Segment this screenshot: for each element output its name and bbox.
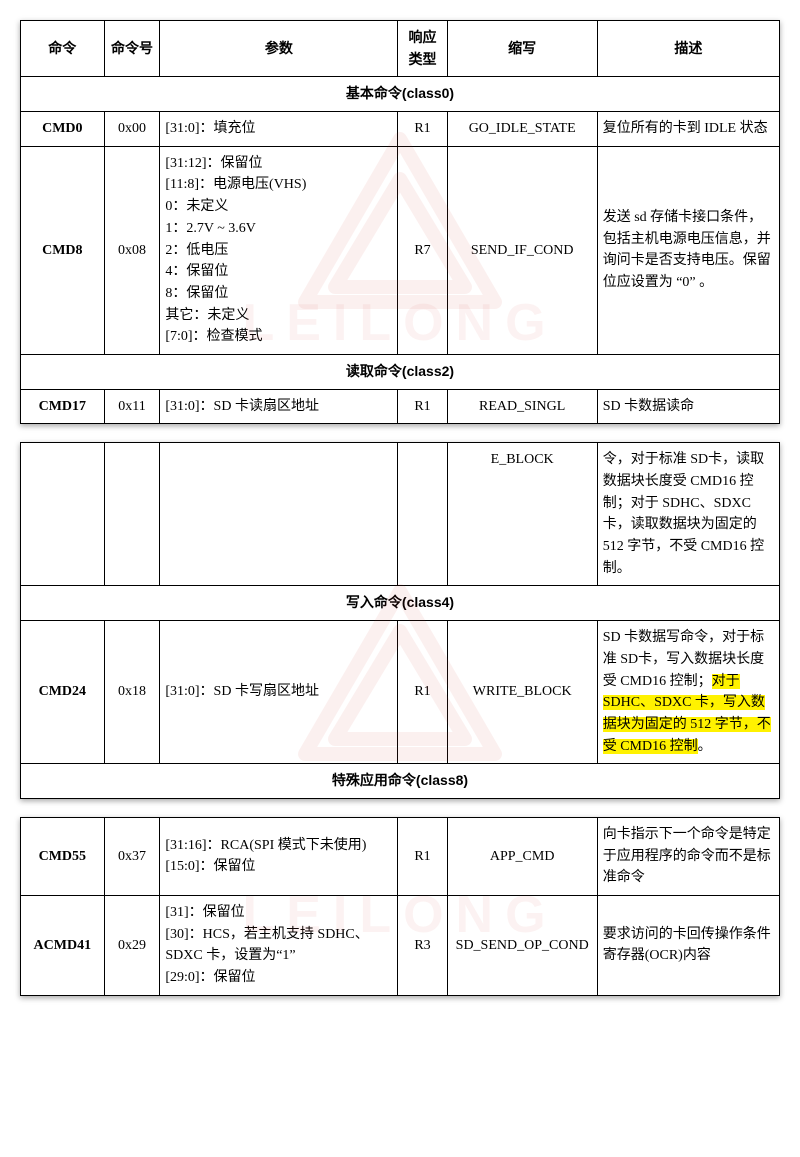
cmd-name: CMD17 — [21, 389, 105, 424]
cmd-resp: R1 — [398, 817, 447, 895]
sd-command-table-3: CMD55 0x37 [31:16]：RCA(SPI 模式下未使用) [15:0… — [20, 817, 780, 996]
row-cmd55: CMD55 0x37 [31:16]：RCA(SPI 模式下未使用) [15:0… — [21, 817, 780, 895]
cmd-resp: R1 — [398, 112, 447, 147]
param-line: 0：未定义 — [165, 196, 392, 218]
th-num: 命令号 — [104, 21, 160, 77]
cmd-desc: 要求访问的卡回传操作条件寄存器(OCR)内容 — [597, 896, 779, 996]
cmd-params: [31]：保留位 [30]：HCS，若主机支持 SDHC、SDXC 卡，设置为“… — [160, 896, 398, 996]
cmd-name: CMD8 — [21, 146, 105, 354]
cmd-name: CMD24 — [21, 621, 105, 764]
cmd-abbr: READ_SINGL — [447, 389, 597, 424]
cmd-name: CMD55 — [21, 817, 105, 895]
param-line: [31:12]：保留位 — [165, 153, 392, 175]
sd-command-table-1: 命令 命令号 参数 响应类型 缩写 描述 基本命令(class0) CMD0 0… — [20, 20, 780, 424]
row-cmd24: CMD24 0x18 [31:0]：SD 卡写扇区地址 R1 WRITE_BLO… — [21, 621, 780, 764]
param-line: [31]：保留位 — [165, 902, 392, 924]
cmd-num: 0x37 — [104, 817, 160, 895]
param-line: [11:8]：电源电压(VHS) — [165, 174, 392, 196]
th-params: 参数 — [160, 21, 398, 77]
cmd-params: [31:0]：SD 卡读扇区地址 — [160, 389, 398, 424]
table-block-3: LEILONG CMD55 0x37 [31:16]：RCA(SPI 模式下未使… — [20, 817, 780, 996]
section-class0: 基本命令(class0) — [21, 77, 780, 112]
cmd-abbr: WRITE_BLOCK — [447, 621, 597, 764]
row-acmd41: ACMD41 0x29 [31]：保留位 [30]：HCS，若主机支持 SDHC… — [21, 896, 780, 996]
sd-command-table-2: E_BLOCK 令，对于标准 SD卡，读取数据块长度受 CMD16 控制；对于 … — [20, 442, 780, 799]
desc-part: SD 卡数据写命令，对于标准 SD卡，写入数据块长度受 CMD16 控制； — [603, 630, 764, 688]
cmd-params: [31:16]：RCA(SPI 模式下未使用) [15:0]：保留位 — [160, 817, 398, 895]
th-abbr: 缩写 — [447, 21, 597, 77]
row-cmd8: CMD8 0x08 [31:12]：保留位 [11:8]：电源电压(VHS) 0… — [21, 146, 780, 354]
desc-part: 。 — [698, 739, 712, 754]
param-line: [7:0]：检查模式 — [165, 326, 392, 348]
param-line: 其它：未定义 — [165, 305, 392, 327]
th-desc: 描述 — [597, 21, 779, 77]
cmd-abbr: SEND_IF_COND — [447, 146, 597, 354]
cmd-name: CMD0 — [21, 112, 105, 147]
section-header: 基本命令(class0) — [21, 77, 780, 112]
cmd-params — [160, 443, 398, 586]
cmd-num: 0x00 — [104, 112, 160, 147]
param-line: [29:0]：保留位 — [165, 967, 392, 989]
param-line: 2：低电压 — [165, 240, 392, 262]
param-line: [31:16]：RCA(SPI 模式下未使用) — [165, 835, 392, 857]
cmd-abbr: APP_CMD — [447, 817, 597, 895]
cmd-name — [21, 443, 105, 586]
section-header: 写入命令(class4) — [21, 586, 780, 621]
cmd-desc: 令，对于标准 SD卡，读取数据块长度受 CMD16 控制；对于 SDHC、SDX… — [597, 443, 779, 586]
param-line: [15:0]：保留位 — [165, 856, 392, 878]
cmd-num: 0x08 — [104, 146, 160, 354]
cmd-num: 0x29 — [104, 896, 160, 996]
cmd-abbr: SD_SEND_OP_COND — [447, 896, 597, 996]
cmd-desc: 复位所有的卡到 IDLE 状态 — [597, 112, 779, 147]
cmd-num: 0x18 — [104, 621, 160, 764]
param-line: 1：2.7V ~ 3.6V — [165, 218, 392, 240]
cmd-desc: SD 卡数据写命令，对于标准 SD卡，写入数据块长度受 CMD16 控制；对于 … — [597, 621, 779, 764]
row-cmd0: CMD0 0x00 [31:0]：填充位 R1 GO_IDLE_STATE 复位… — [21, 112, 780, 147]
cmd-num: 0x11 — [104, 389, 160, 424]
cmd-desc: 向卡指示下一个命令是特定于应用程序的命令而不是标准命令 — [597, 817, 779, 895]
param-line: [30]：HCS，若主机支持 SDHC、SDXC 卡，设置为“1” — [165, 924, 392, 967]
cmd-abbr: GO_IDLE_STATE — [447, 112, 597, 147]
table-block-2: E_BLOCK 令，对于标准 SD卡，读取数据块长度受 CMD16 控制；对于 … — [20, 442, 780, 799]
cmd-desc: 发送 sd 存储卡接口条件，包括主机电源电压信息，并询问卡是否支持电压。保留位应… — [597, 146, 779, 354]
cmd-params: [31:12]：保留位 [11:8]：电源电压(VHS) 0：未定义 1：2.7… — [160, 146, 398, 354]
cmd-resp: R1 — [398, 621, 447, 764]
th-resp: 响应类型 — [398, 21, 447, 77]
cmd-resp — [398, 443, 447, 586]
section-class2: 读取命令(class2) — [21, 354, 780, 389]
row-cmd17: CMD17 0x11 [31:0]：SD 卡读扇区地址 R1 READ_SING… — [21, 389, 780, 424]
row-cmd17-cont: E_BLOCK 令，对于标准 SD卡，读取数据块长度受 CMD16 控制；对于 … — [21, 443, 780, 586]
section-header: 读取命令(class2) — [21, 354, 780, 389]
cmd-desc: SD 卡数据读命 — [597, 389, 779, 424]
cmd-params: [31:0]：SD 卡写扇区地址 — [160, 621, 398, 764]
header-row: 命令 命令号 参数 响应类型 缩写 描述 — [21, 21, 780, 77]
table-block-1: LEILONG 命令 命令号 参数 响应类型 缩写 描述 基本命令(class0… — [20, 20, 780, 424]
cmd-name: ACMD41 — [21, 896, 105, 996]
cmd-resp: R1 — [398, 389, 447, 424]
param-line: 8：保留位 — [165, 283, 392, 305]
section-header: 特殊应用命令(class8) — [21, 764, 780, 799]
cmd-params: [31:0]：填充位 — [160, 112, 398, 147]
section-class4: 写入命令(class4) — [21, 586, 780, 621]
cmd-resp: R3 — [398, 896, 447, 996]
cmd-num — [104, 443, 160, 586]
param-line: 4：保留位 — [165, 261, 392, 283]
cmd-abbr: E_BLOCK — [447, 443, 597, 586]
section-class8: 特殊应用命令(class8) — [21, 764, 780, 799]
cmd-resp: R7 — [398, 146, 447, 354]
th-cmd: 命令 — [21, 21, 105, 77]
